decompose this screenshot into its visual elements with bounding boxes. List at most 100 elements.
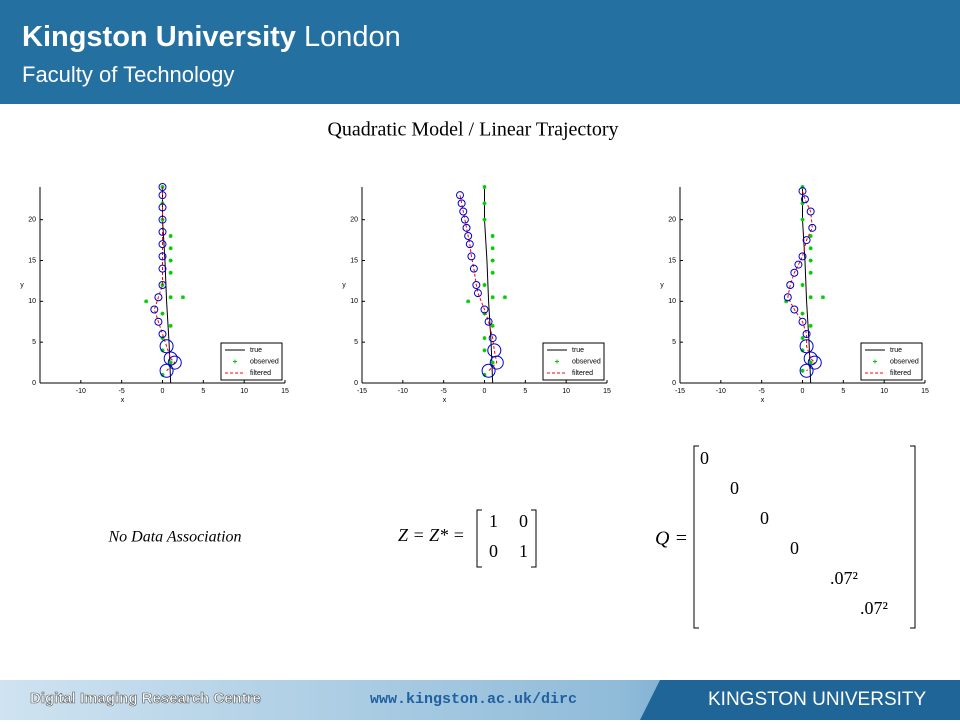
x-tick-label: 5	[523, 388, 527, 395]
q-lhs: Q =	[655, 528, 688, 550]
observed-point	[160, 372, 165, 377]
x-tick-label: -15	[357, 388, 367, 395]
x-tick-label: -5	[759, 388, 765, 395]
y-tick-label: 20	[668, 217, 676, 224]
filtered-point	[459, 207, 468, 216]
y-tick-label: 0	[672, 380, 676, 387]
x-tick-label: -15	[675, 388, 685, 395]
legend-box	[860, 342, 923, 381]
observed-point	[800, 201, 805, 206]
filtered-point	[799, 339, 814, 354]
observed-point	[808, 360, 813, 365]
observed-point	[160, 311, 165, 316]
observed-point	[168, 360, 173, 365]
observed-point	[800, 185, 805, 189]
footer-dark	[640, 680, 960, 720]
footer-url: www.kingston.ac.uk/dirc	[370, 691, 577, 708]
header-band	[0, 0, 960, 104]
x-tick-label: 0	[483, 388, 487, 395]
observed-point	[800, 336, 805, 341]
filtered-point	[806, 207, 815, 216]
filtered-point	[158, 203, 167, 212]
z-lhs: Z = Z* =	[398, 525, 465, 545]
university-name: Kingston University London	[22, 21, 401, 53]
y-tick-label: 15	[350, 257, 358, 264]
bracket	[693, 445, 916, 629]
filtered-point	[783, 293, 792, 302]
filtered-point	[163, 351, 178, 366]
matrix-entry: 0	[489, 541, 498, 561]
filtered-point	[158, 183, 167, 191]
filtered-point	[469, 264, 478, 273]
x-tick-label: 15	[281, 388, 289, 395]
legend-label: observed	[890, 358, 919, 365]
matrix-entry: 0	[519, 511, 528, 531]
observed-point	[168, 234, 173, 238]
observed-point	[482, 348, 487, 353]
filtered-line	[459, 195, 498, 372]
y-tick-label: 15	[28, 257, 36, 264]
filtered-point	[802, 236, 811, 245]
filtered-point	[158, 264, 167, 273]
y-tick-label: 10	[28, 298, 36, 305]
observed-point	[144, 299, 149, 304]
footer-brand: KINGSTON UNIVERSITY	[708, 689, 927, 710]
x-axis-label: x	[121, 397, 125, 404]
legend-label: true	[250, 347, 262, 354]
observed-point	[808, 323, 813, 328]
observed-point	[820, 295, 825, 300]
legend-box	[220, 342, 283, 381]
filtered-point	[467, 252, 476, 261]
filtered-point	[158, 240, 167, 249]
x-tick-label: -10	[76, 388, 86, 395]
y-tick-label: 0	[354, 380, 358, 387]
footer-centre: Digital Imaging Research Centre	[30, 690, 261, 707]
diagonal-entry: .07²	[860, 598, 888, 618]
filtered-point	[473, 289, 482, 298]
bracket	[476, 509, 537, 568]
y-tick-label: 0	[32, 380, 36, 387]
observed-point	[490, 323, 495, 328]
caption: No Data Association	[107, 529, 241, 546]
filtered-point	[158, 215, 167, 224]
x-axis-label: x	[761, 397, 765, 404]
legend-swatch	[233, 359, 237, 364]
y-tick-label: 20	[350, 217, 358, 224]
observed-point	[490, 270, 495, 275]
observed-point	[490, 234, 495, 238]
observed-point	[800, 368, 805, 373]
filtered-point	[790, 268, 799, 277]
y-axis-label: y	[342, 282, 346, 289]
filtered-point	[154, 317, 163, 326]
legend-label: observed	[250, 358, 279, 365]
observed-point	[808, 270, 813, 275]
filtered-point	[481, 363, 496, 378]
observed-point	[490, 295, 495, 300]
observed-point	[466, 299, 471, 304]
y-tick-label: 5	[354, 339, 358, 346]
observed-point	[808, 258, 813, 263]
filtered-point	[484, 317, 493, 326]
x-tick-label: 10	[562, 388, 570, 395]
observed-point	[482, 336, 487, 341]
y-tick-label: 10	[668, 298, 676, 305]
observed-point	[502, 295, 507, 300]
observed-point	[168, 295, 173, 300]
legend-label: filtered	[572, 370, 593, 377]
observed-point	[482, 372, 487, 377]
observed-point	[168, 270, 173, 275]
legend-label: observed	[572, 358, 601, 365]
filtered-point	[798, 187, 807, 196]
filtered-point	[167, 355, 182, 370]
filtered-point	[808, 223, 817, 232]
filtered-point	[460, 215, 469, 224]
y-tick-label: 10	[350, 298, 358, 305]
x-tick-label: 5	[201, 388, 205, 395]
diagonal-entry: 0	[730, 478, 739, 498]
y-axis-label: y	[20, 282, 24, 289]
filtered-point	[159, 339, 174, 354]
diagonal-entry: .07²	[830, 568, 858, 588]
y-tick-label: 20	[28, 217, 36, 224]
y-tick-label: 5	[32, 339, 36, 346]
x-tick-label: -5	[119, 388, 125, 395]
